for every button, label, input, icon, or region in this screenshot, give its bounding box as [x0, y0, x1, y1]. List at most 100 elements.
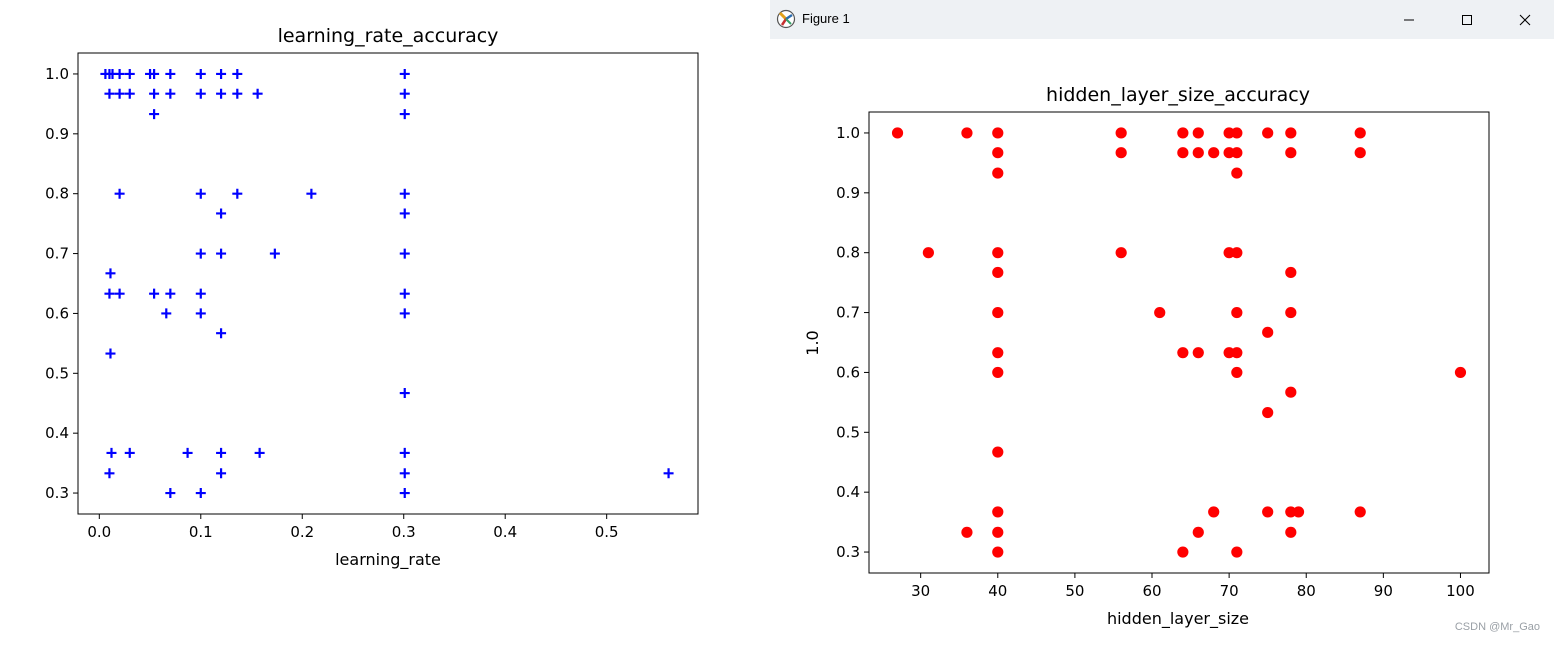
x-tick-label: 0.5 [595, 523, 619, 541]
data-point [114, 68, 125, 79]
data-point [992, 347, 1004, 359]
data-point [195, 188, 206, 199]
plot-frame [868, 111, 1490, 574]
x-tick-label: 100 [1446, 582, 1475, 600]
data-point [399, 248, 410, 259]
chart-title: hidden_layer_size_accuracy [1046, 84, 1310, 106]
watermark-text: CSDN @Mr_Gao [1454, 621, 1540, 633]
data-point [1192, 347, 1204, 359]
data-point [1285, 526, 1297, 538]
data-point [1223, 127, 1235, 139]
x-tick-label: 0.2 [290, 523, 314, 541]
data-point [1231, 546, 1243, 558]
x-axis-ticks: 30 40 50 60 70 80 90 100 [911, 573, 1475, 600]
figure-window[interactable]: Figure 1 hidden_layer_size_accuracy 0.3 0… [770, 0, 1554, 641]
data-point [104, 88, 115, 99]
data-point [1354, 147, 1366, 159]
minimize-button[interactable] [1380, 0, 1438, 39]
close-icon [1519, 14, 1531, 25]
data-point [992, 446, 1004, 458]
data-point [1223, 247, 1235, 259]
data-point [399, 109, 410, 120]
y-tick-label: 0.8 [45, 185, 69, 203]
data-point [216, 88, 227, 99]
data-point [992, 546, 1004, 558]
data-point [399, 308, 410, 319]
learning-rate-chart: learning_rate_accuracy 0.30.40.50.60.70.… [45, 25, 699, 570]
x-axis-ticks: 0.0 0.1 0.2 0.3 0.4 0.5 [87, 514, 619, 541]
y-axis-ticks: 0.3 0.4 0.5 0.6 0.7 0.8 0.9 1.0 [836, 124, 869, 561]
data-point [149, 88, 160, 99]
x-tick-label: 40 [988, 582, 1007, 600]
data-point [1115, 247, 1127, 259]
data-point [399, 88, 410, 99]
data-point [1231, 127, 1243, 139]
data-point [232, 68, 243, 79]
window-title: Figure 1 [802, 11, 850, 26]
data-point [961, 127, 973, 139]
y-tick-label: 0.6 [45, 304, 69, 322]
data-point [922, 247, 934, 259]
data-point [1208, 506, 1220, 518]
data-point [1223, 347, 1235, 359]
y-tick-label: 0.5 [45, 364, 69, 382]
data-point [124, 447, 135, 458]
data-point [114, 88, 125, 99]
data-point [399, 447, 410, 458]
matplotlib-figure-icon [776, 9, 796, 29]
data-point [992, 306, 1004, 319]
maximize-icon [1462, 14, 1472, 25]
data-point [216, 328, 227, 339]
data-point [165, 488, 176, 499]
data-point [104, 288, 115, 299]
data-point [124, 68, 135, 79]
data-point [232, 88, 243, 99]
data-point [1115, 147, 1127, 159]
x-tick-label: 90 [1374, 582, 1393, 600]
hidden-layer-size-plot: hidden_layer_size_accuracy 0.3 0.4 0.5 0.6 0… [770, 39, 1554, 641]
close-button[interactable] [1496, 0, 1554, 39]
data-point [399, 68, 410, 79]
data-point [992, 147, 1004, 159]
data-point [1177, 546, 1189, 558]
data-point [992, 167, 1004, 179]
maximize-button[interactable] [1438, 0, 1496, 39]
data-point [399, 208, 410, 219]
x-tick-label: 30 [911, 582, 930, 600]
data-point [1231, 366, 1243, 379]
x-tick-label: 0.4 [493, 523, 517, 541]
chart-title: learning_rate_accuracy [278, 25, 499, 47]
y-tick-label: 0.9 [836, 184, 860, 202]
y-tick-label: 0.4 [45, 424, 69, 442]
x-tick-label: 0.0 [87, 523, 111, 541]
data-point [195, 88, 206, 99]
data-point [992, 127, 1004, 139]
data-point [124, 88, 135, 99]
data-point [399, 288, 410, 299]
data-point [216, 68, 227, 79]
data-point [216, 447, 227, 458]
data-point [269, 248, 280, 259]
data-point [1285, 266, 1297, 279]
data-point [1177, 127, 1189, 139]
data-point [1285, 386, 1297, 398]
y-tick-label: 0.3 [836, 543, 860, 561]
data-point [165, 88, 176, 99]
data-point [1292, 506, 1305, 518]
data-point [182, 447, 193, 458]
data-point [1154, 306, 1166, 319]
x-axis-label: learning_rate [335, 550, 441, 570]
data-point [1285, 506, 1297, 518]
data-points [100, 68, 674, 499]
data-point [891, 127, 904, 139]
data-point [195, 288, 206, 299]
data-point [1192, 127, 1204, 139]
data-point [399, 468, 410, 479]
data-point [232, 188, 243, 199]
data-point [1354, 127, 1366, 139]
data-point [1262, 326, 1274, 338]
y-tick-label: 0.6 [836, 363, 860, 381]
data-point [1177, 347, 1189, 359]
data-point [1192, 147, 1204, 159]
window-titlebar[interactable]: Figure 1 [770, 0, 1554, 39]
